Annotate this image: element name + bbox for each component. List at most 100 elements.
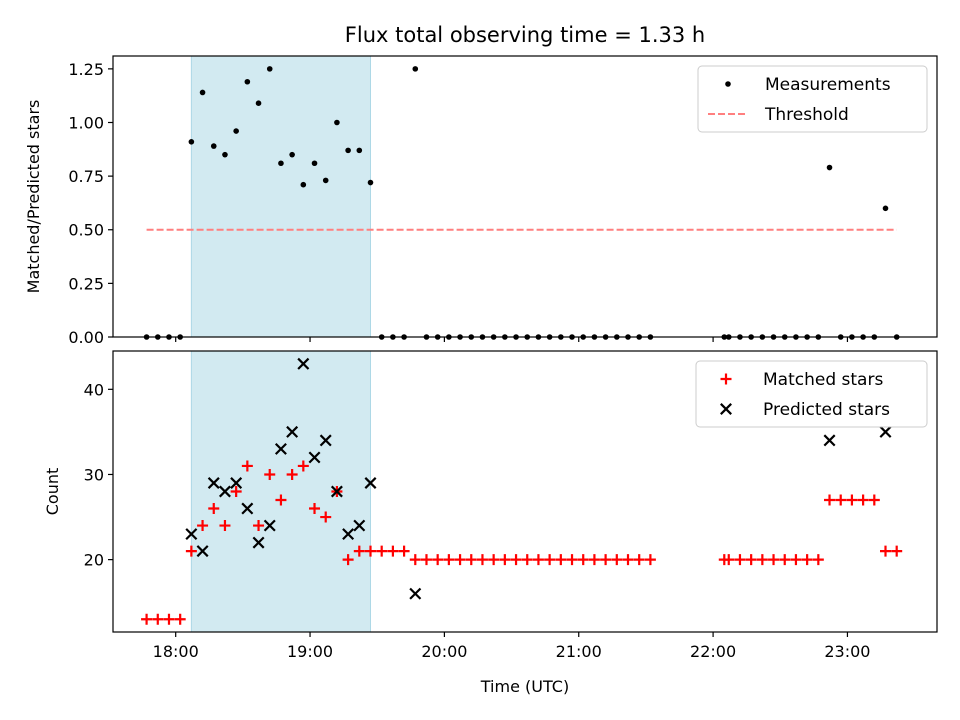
- bottom-plus-point-56: [824, 494, 836, 506]
- bottom-y-tick-label-1: 30: [84, 465, 104, 484]
- bottom-plus-point-49: [745, 554, 757, 566]
- top-dot-point-4: [188, 139, 195, 145]
- top-axes-frame: [112, 55, 938, 338]
- top-y-axis-label: Matched/Predicted stars: [24, 100, 43, 294]
- top-dot-point-20: [367, 179, 374, 186]
- bottom-plus-point-31: [488, 554, 500, 566]
- top-dot-point-13: [289, 151, 295, 158]
- bottom-x-point-3: [218, 485, 231, 498]
- top-dot-point-5: [199, 89, 206, 96]
- bottom-plus-point-35: [532, 554, 544, 566]
- bottom-x-point-18: [823, 434, 836, 447]
- bottom-plus-point-39: [577, 554, 589, 566]
- bottom-plus-point-59: [857, 494, 869, 506]
- bottom-plus-point-11: [264, 468, 276, 480]
- bottom-plus-point-4: [185, 545, 197, 557]
- top-dot-point-17: [334, 119, 340, 126]
- top-dot-point-15: [311, 160, 318, 167]
- bottom-plus-point-14: [297, 460, 309, 472]
- bottom-plus-point-7: [219, 520, 231, 532]
- top-dot-point-11: [266, 66, 273, 72]
- bottom-plus-point-51: [768, 554, 780, 566]
- bottom-x-point-12: [319, 434, 332, 447]
- top-dot-point-24: [412, 66, 419, 72]
- bottom-plus-point-50: [756, 554, 768, 566]
- top-dot-point-14: [300, 181, 307, 188]
- bottom-x-point-15: [353, 519, 366, 532]
- bottom-plus-point-44: [633, 554, 645, 566]
- bottom-x-point-0: [185, 528, 198, 541]
- bottom-legend-marker-0: [720, 373, 732, 385]
- bottom-legend-label-0: Matched stars: [763, 370, 883, 390]
- top-y-tick-label-4: 1.00: [68, 113, 104, 132]
- bottom-plus-point-8: [230, 486, 242, 497]
- bottom-x-point-2: [207, 477, 220, 489]
- bottom-plus-point-30: [476, 554, 488, 566]
- bottom-plus-point-45: [644, 554, 656, 566]
- bottom-x-point-17: [409, 587, 422, 600]
- bottom-x-point-11: [308, 451, 321, 464]
- bottom-plus-point-42: [611, 554, 623, 566]
- bottom-plus-point-62: [891, 545, 903, 557]
- top-dot-point-56: [826, 164, 833, 171]
- top-y-tick-label-2: 0.50: [68, 221, 104, 240]
- bottom-x-point-5: [241, 502, 254, 515]
- bottom-legend-marker-1: [720, 403, 732, 415]
- bottom-x-point-13: [330, 485, 343, 498]
- bottom-plus-point-19: [353, 545, 365, 557]
- bottom-plus-point-5: [197, 520, 209, 532]
- bottom-plus-point-18: [342, 554, 354, 566]
- bottom-plus-point-1: [152, 613, 164, 625]
- bottom-plus-point-22: [387, 545, 399, 557]
- bottom-plus-point-36: [544, 554, 556, 566]
- bottom-plus-point-12: [275, 494, 287, 506]
- bottom-plus-point-60: [868, 494, 880, 506]
- top-dot-point-6: [210, 143, 217, 149]
- bottom-plus-point-57: [835, 494, 847, 506]
- top-dot-point-9: [244, 78, 251, 85]
- top-legend-label-1: Threshold: [764, 105, 849, 125]
- bottom-plus-point-16: [320, 511, 332, 523]
- bottom-plus-point-54: [801, 554, 813, 566]
- bottom-x-point-7: [263, 519, 276, 532]
- bottom-plus-point-13: [286, 468, 298, 480]
- top-dot-point-19: [356, 147, 363, 154]
- bottom-plus-point-41: [600, 554, 612, 566]
- bottom-plus-point-47: [723, 554, 735, 566]
- top-y-tick-label-5: 1.25: [68, 60, 104, 79]
- bottom-x-tick-label-2: 20:00: [421, 642, 467, 661]
- bottom-plus-point-52: [779, 554, 791, 566]
- top-y-tick-label-3: 0.75: [68, 167, 104, 186]
- bottom-plus-point-58: [846, 494, 858, 506]
- bottom-plus-point-10: [253, 520, 265, 532]
- bottom-plus-point-33: [510, 554, 522, 566]
- bottom-panel: 20 30 40 18:00 19:00 20:00 21:00 22:00 23:00 Coun…: [43, 350, 938, 661]
- bottom-plus-point-27: [443, 554, 455, 566]
- bottom-x-point-6: [252, 536, 265, 549]
- top-dot-point-61: [882, 205, 889, 212]
- bottom-x-tick-label-1: 19:00: [287, 642, 333, 661]
- top-dot-point-10: [255, 100, 262, 106]
- bottom-shaded-region: [190, 350, 371, 633]
- bottom-x-point-9: [286, 425, 299, 438]
- bottom-plus-point-23: [398, 545, 410, 557]
- top-y-tick-label-0: 0.00: [68, 328, 104, 347]
- top-legend-box: [697, 65, 928, 133]
- bottom-x-point-14: [342, 528, 355, 541]
- bottom-plus-point-32: [499, 554, 511, 566]
- bottom-plus-point-38: [566, 554, 578, 566]
- bottom-plus-point-34: [521, 554, 533, 566]
- bottom-plus-point-53: [790, 554, 802, 566]
- top-y-tick-label-1: 0.25: [68, 274, 104, 293]
- bottom-x-point-16: [364, 477, 377, 489]
- chart-title: Flux total observing time = 1.33 h: [345, 23, 705, 47]
- bottom-plus-point-37: [555, 554, 567, 566]
- bottom-x-point-19: [879, 425, 892, 438]
- bottom-legend-label-1: Predicted stars: [763, 400, 890, 420]
- bottom-plus-point-29: [465, 554, 477, 566]
- bottom-plus-point-15: [309, 503, 321, 515]
- bottom-axes-frame: [112, 350, 938, 633]
- bottom-plus-point-40: [588, 554, 600, 566]
- top-dot-point-18: [345, 147, 351, 154]
